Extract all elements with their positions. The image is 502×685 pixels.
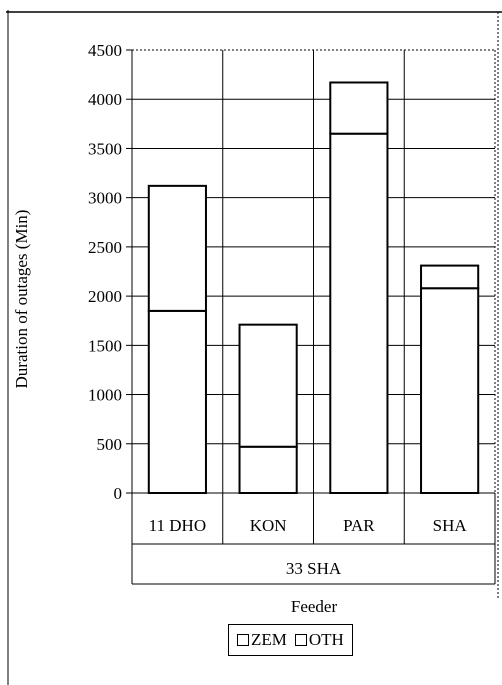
- y-tick-label: 3000: [88, 189, 122, 208]
- y-tick-label: 3500: [88, 139, 122, 158]
- bar-oth-par: [329, 81, 389, 135]
- y-tick-label: 1500: [88, 336, 122, 355]
- y-tick-label: 2000: [88, 287, 122, 306]
- x-group-label: 33 SHA: [286, 559, 342, 578]
- y-axis-ticks: 0 500 1000 1500 2000 2500 3000 3500 4000 4500: [88, 41, 132, 503]
- x-category-label: KON: [250, 516, 287, 535]
- bar-zem-sha: [420, 287, 480, 495]
- bar-zem-11-dho: [147, 309, 207, 494]
- legend-label-zem: ZEM: [251, 630, 287, 649]
- x-category-label: 11 DHO: [149, 516, 206, 535]
- y-tick-label: 0: [114, 484, 123, 503]
- y-tick-label: 1000: [88, 386, 122, 405]
- y-tick-label: 2500: [88, 238, 122, 257]
- x-category-label: PAR: [343, 516, 375, 535]
- category-table: 11 DHO KON PAR SHA 33 SHA: [131, 492, 496, 585]
- bars: [147, 81, 480, 495]
- y-axis-title: Duration of outages (Min): [12, 210, 31, 389]
- bar-oth-11-dho: [147, 184, 207, 312]
- legend-item-zem: ZEM: [237, 630, 287, 650]
- x-axis-title: Feeder: [291, 597, 338, 616]
- y-tick-label: 4500: [88, 41, 122, 60]
- legend-swatch-oth-icon: [294, 634, 307, 646]
- legend: ZEM OTH: [228, 624, 353, 656]
- legend-label-oth: OTH: [308, 630, 344, 649]
- y-tick-label: 4000: [88, 90, 122, 109]
- bar-oth-sha: [420, 264, 480, 290]
- bar-oth-kon: [238, 323, 298, 448]
- x-category-label: SHA: [433, 516, 468, 535]
- legend-swatch-zem-icon: [237, 634, 249, 646]
- bar-zem-kon: [238, 445, 298, 494]
- y-tick-label: 500: [97, 435, 123, 454]
- legend-item-oth: OTH: [294, 630, 344, 650]
- bar-zem-par: [329, 132, 389, 495]
- frame: [6, 10, 502, 685]
